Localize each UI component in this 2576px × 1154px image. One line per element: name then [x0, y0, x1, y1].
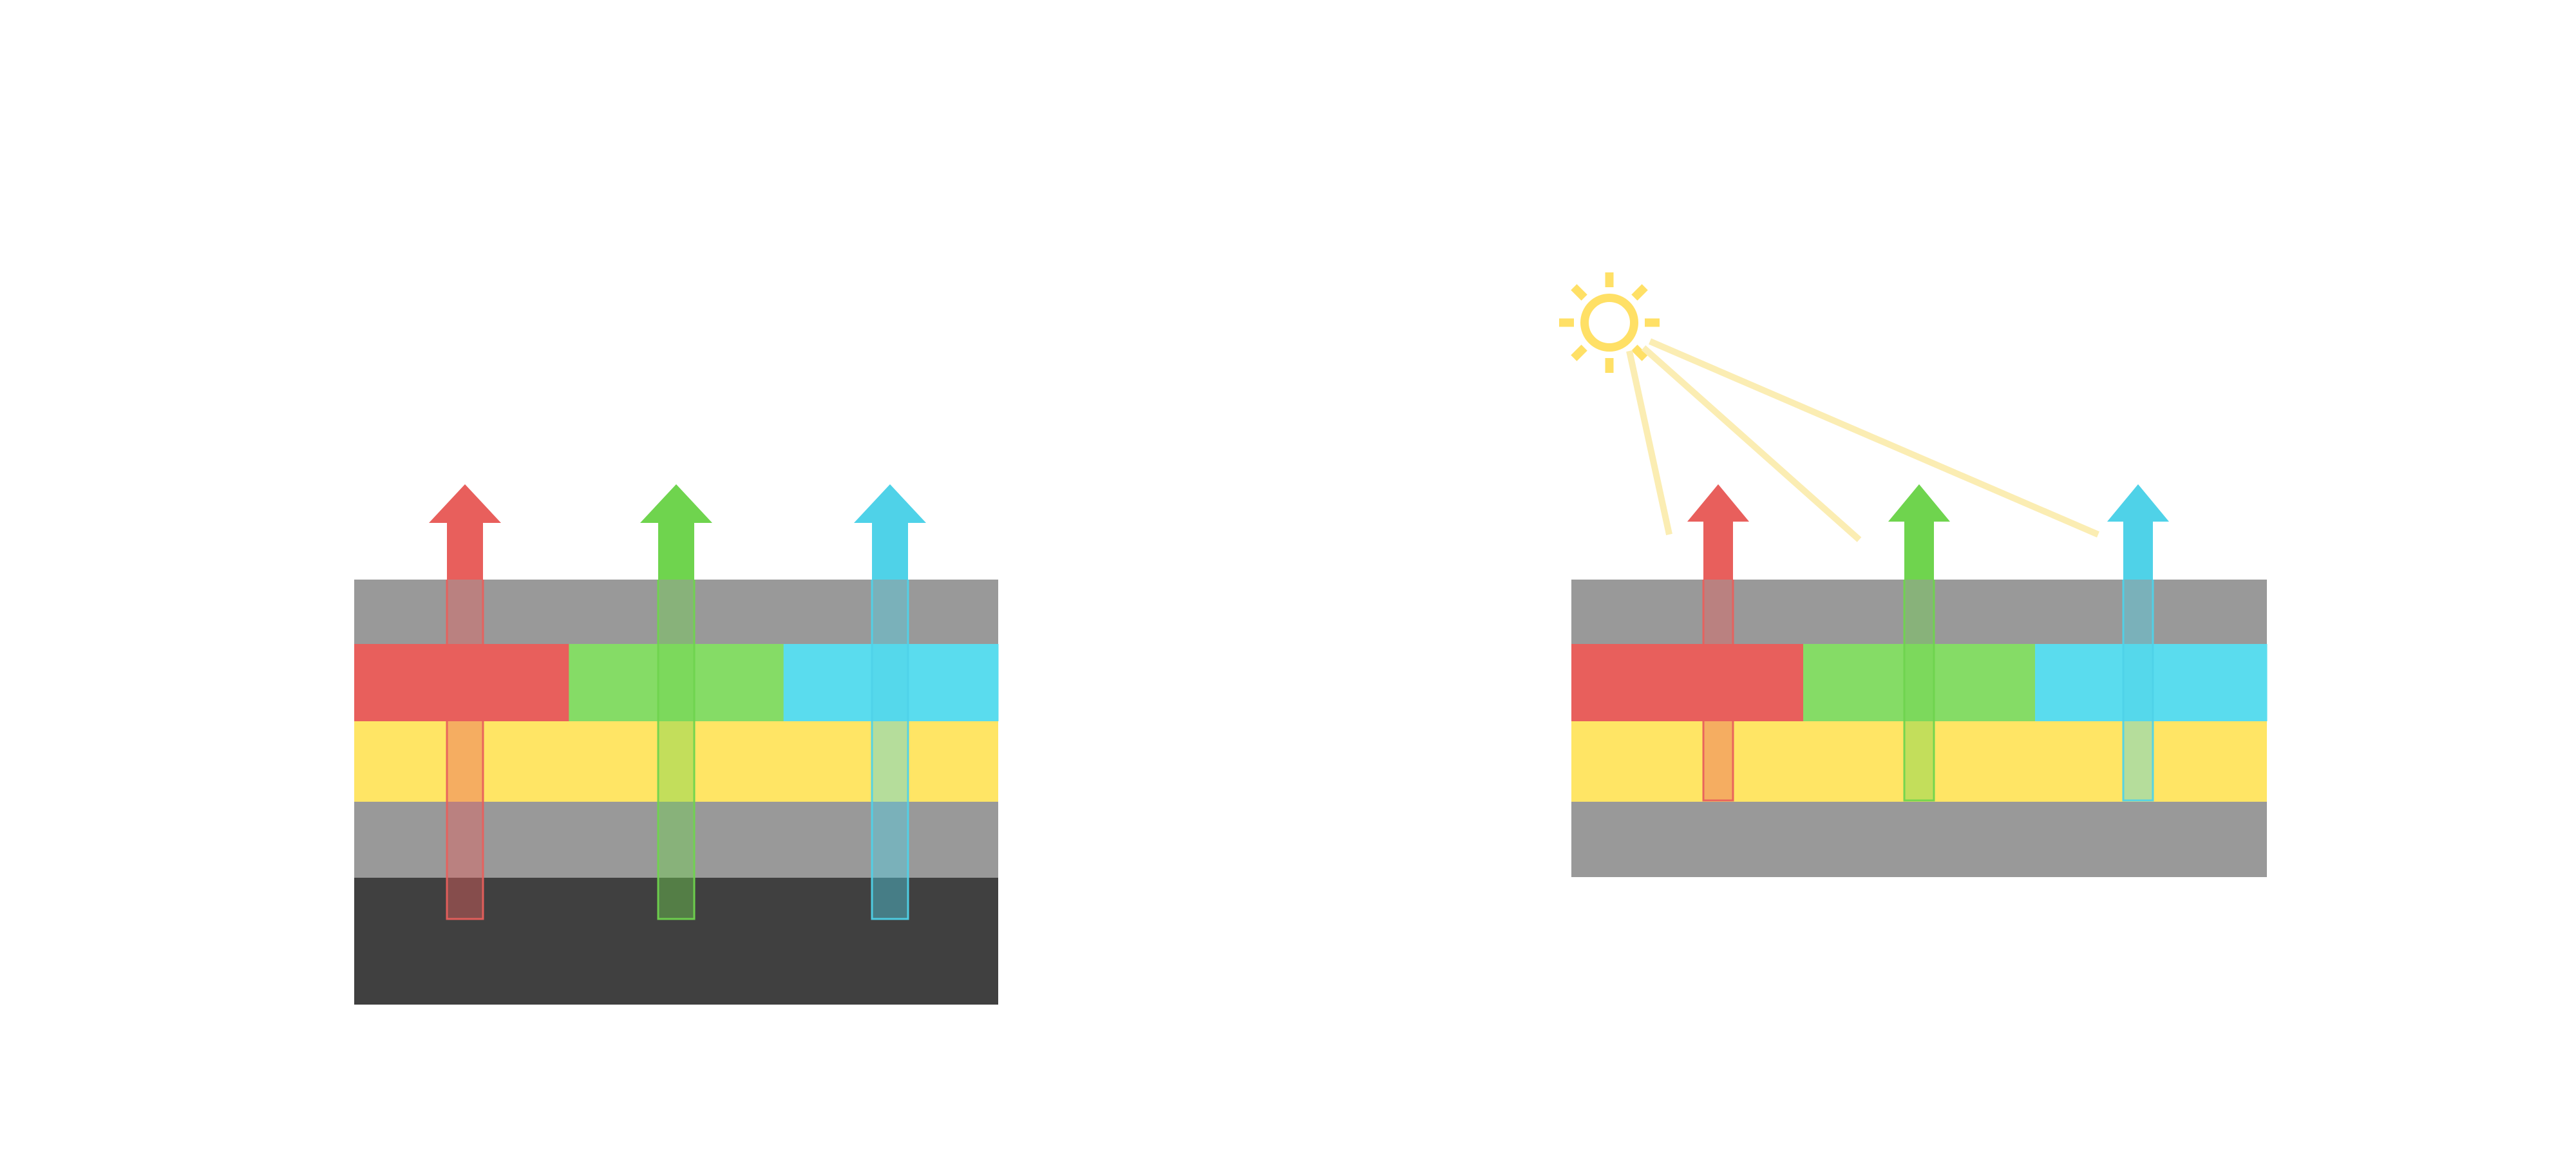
unilluminated-stack [354, 580, 999, 1005]
unilluminated-stack-green-arrow-above [640, 484, 712, 580]
illuminated-stack-arrows [1687, 484, 2169, 802]
illuminated-stack-red-arrow-inside [1702, 580, 1734, 802]
panels-group [354, 580, 2268, 1005]
unilluminated-stack-red-arrow-above [429, 484, 501, 580]
illuminated-stack-substrate-layer [1571, 802, 2267, 877]
sun-ray-icon-1 [1631, 284, 1648, 301]
illuminated-stack-blue-arrow-inside [2122, 580, 2154, 802]
beam-to-red [1626, 350, 1672, 536]
unilluminated-stack-red-filter [354, 644, 569, 721]
unilluminated-stack-blue-filter [783, 644, 999, 721]
beam-to-green [1641, 345, 1862, 542]
sun-ray-icon-5 [1571, 345, 1587, 361]
unilluminated-stack-top-metal-layer [354, 580, 998, 644]
sun-ray-icon-7 [1571, 284, 1587, 301]
sun-disc-icon [1580, 294, 1638, 352]
illuminated-stack-green-filter [1803, 644, 2036, 721]
unilluminated-stack-arrows [429, 484, 926, 920]
unilluminated-stack-mid-gray-layer [354, 802, 998, 878]
unilluminated-stack-blue-arrow-above [854, 484, 926, 580]
illuminated-stack [1571, 580, 2268, 877]
illuminated-stack-blue-arrow-above [2107, 484, 2169, 580]
unilluminated-stack-green-filter [569, 644, 784, 721]
illuminated-stack-top-metal-layer [1571, 580, 2267, 644]
illuminated-stack-yellow-layer [1571, 721, 2267, 802]
illuminated-stack-blue-filter [2035, 644, 2268, 721]
illuminated-stack-red-arrow-above [1687, 484, 1749, 580]
sun-ray-icon-3 [1631, 345, 1648, 361]
arrows-group [429, 484, 2169, 920]
illuminated-stack-green-arrow-above [1888, 484, 1950, 580]
beam-to-blue [1649, 338, 2099, 538]
illuminated-stack-green-arrow-inside [1903, 580, 1935, 802]
sun-group [1559, 272, 1660, 373]
illuminated-stack-red-filter [1571, 644, 1804, 721]
unilluminated-stack-green-arrow-inside [657, 580, 696, 920]
unilluminated-stack-yellow-layer [354, 721, 998, 802]
light-beams-group [1626, 338, 2099, 542]
unilluminated-stack-red-arrow-inside [446, 580, 484, 920]
unilluminated-stack-substrate-layer [354, 878, 998, 1005]
unilluminated-stack-blue-arrow-inside [871, 580, 909, 920]
